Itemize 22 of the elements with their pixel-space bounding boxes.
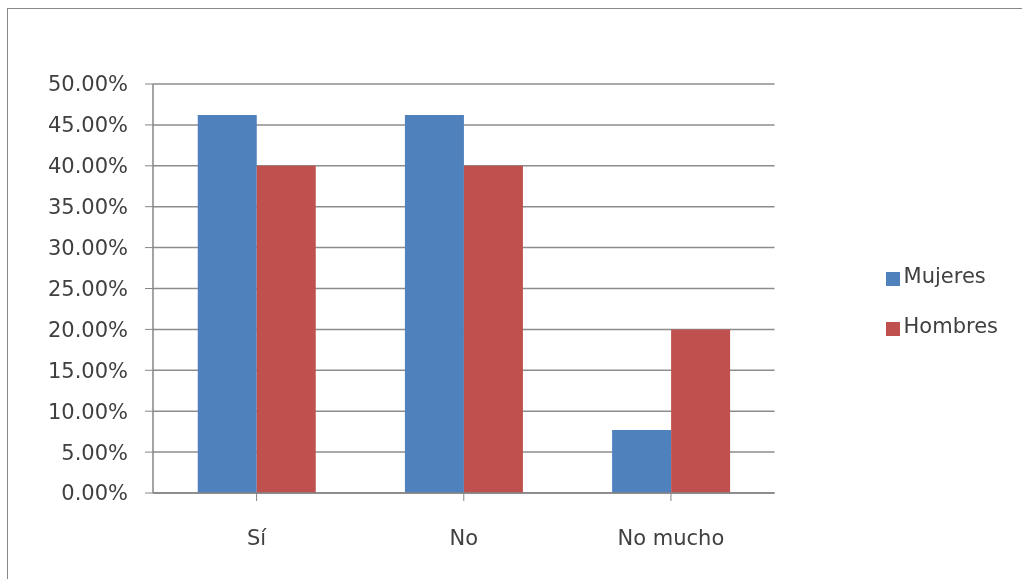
y-tick-label: 10.00% — [47, 399, 128, 424]
legend-label: Hombres — [903, 314, 998, 338]
y-tick-label: 5.00% — [61, 440, 128, 465]
y-tick-label: 25.00% — [47, 276, 128, 301]
bar — [671, 329, 731, 493]
y-tick-label: 15.00% — [47, 358, 128, 383]
y-tick-label: 50.00% — [47, 72, 128, 97]
bar — [256, 165, 316, 493]
bar — [197, 115, 257, 493]
y-tick-label: 45.00% — [47, 113, 128, 138]
legend-label: Mujeres — [903, 264, 986, 288]
y-tick-label: 35.00% — [47, 195, 128, 220]
y-tick-label: 0.00% — [61, 481, 128, 506]
y-tick-label: 20.00% — [47, 317, 128, 342]
bar — [404, 115, 464, 493]
x-tick-label: No — [449, 525, 479, 550]
bar — [612, 430, 672, 493]
bar — [463, 165, 523, 493]
x-tick-label: Sí — [247, 525, 268, 550]
y-tick-label: 30.00% — [47, 236, 128, 261]
x-tick-label: No mucho — [617, 525, 725, 550]
y-tick-label: 40.00% — [47, 154, 128, 179]
